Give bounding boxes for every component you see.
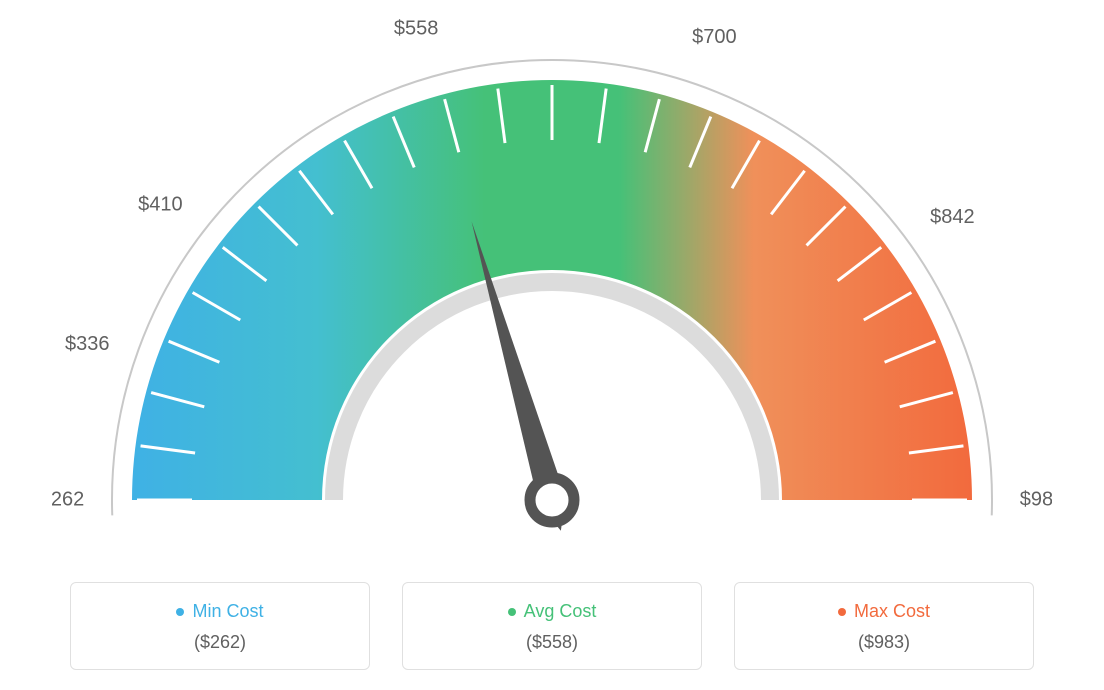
legend-label: Max Cost [854,601,930,622]
gauge-tick-label: $700 [692,26,737,48]
legend-title: Avg Cost [508,601,597,622]
legend: Min Cost ($262) Avg Cost ($558) Max Cost ($98… [0,582,1104,670]
legend-value: ($558) [403,632,701,653]
gauge-tick-label: $558 [394,18,439,40]
gauge-tick-label: $336 [65,333,110,355]
gauge-tick-label: $262 [52,488,84,510]
legend-title: Max Cost [838,601,930,622]
legend-dot-icon [176,608,184,616]
legend-dot-icon [838,608,846,616]
legend-value: ($262) [71,632,369,653]
legend-label: Avg Cost [524,601,597,622]
legend-card: Avg Cost ($558) [402,582,702,670]
legend-label: Min Cost [192,601,263,622]
gauge-svg: $262 $336 $410 $558 $700 $842 $983 [52,0,1052,560]
legend-card: Min Cost ($262) [70,582,370,670]
legend-dot-icon [508,608,516,616]
gauge-tick-label: $842 [930,206,975,228]
legend-value: ($983) [735,632,1033,653]
gauge-needle-hub [530,478,574,522]
gauge-tick-label: $410 [138,194,183,216]
gauge-tick-label: $983 [1020,488,1052,510]
legend-title: Min Cost [176,601,263,622]
gauge-container: $262 $336 $410 $558 $700 $842 $983 [52,0,1052,560]
legend-card: Max Cost ($983) [734,582,1034,670]
